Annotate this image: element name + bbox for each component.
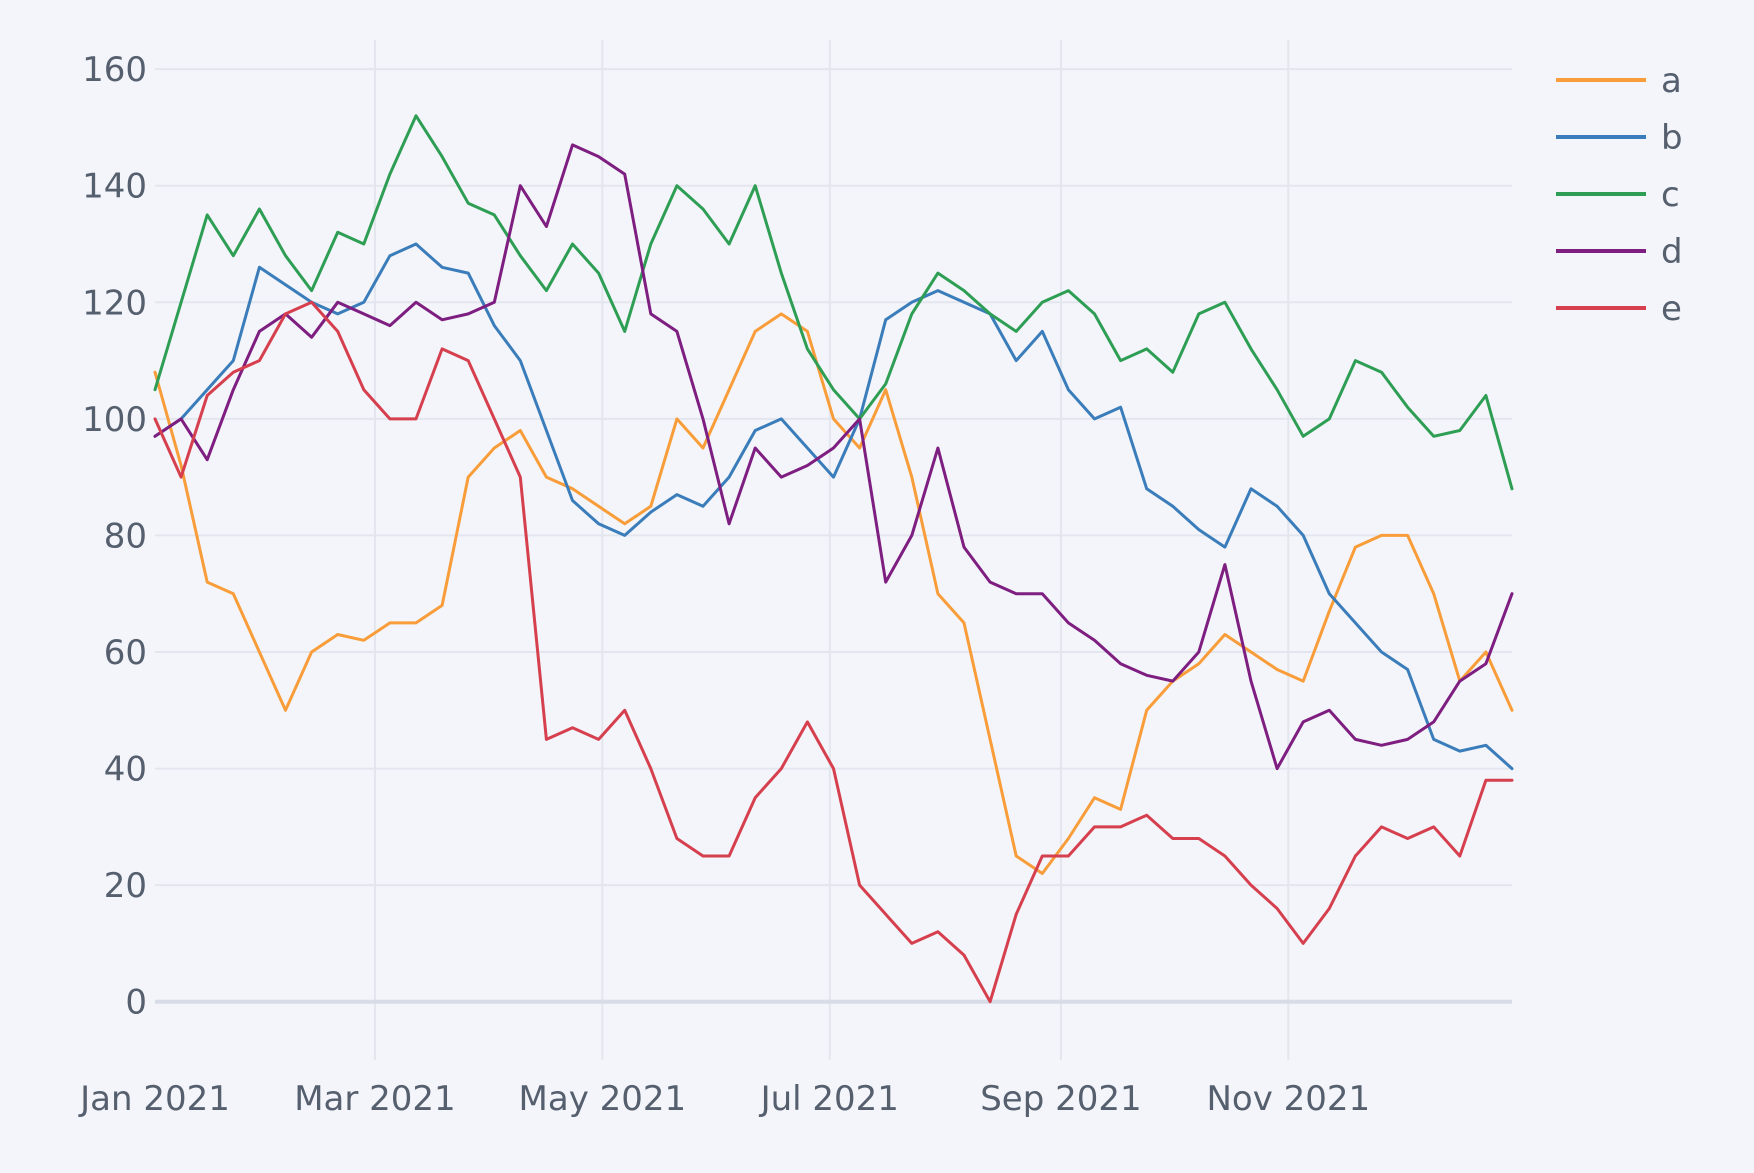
y-tick-label: 80 [104, 516, 147, 556]
y-tick-label: 40 [104, 750, 147, 790]
y-tick-label: 60 [104, 633, 147, 673]
series-line-a [153, 312, 1514, 875]
legend-label-b: b [1661, 118, 1683, 158]
y-tick-label: 140 [82, 167, 147, 207]
series-line-c [153, 114, 1514, 491]
x-tick-label: Jan 2021 [78, 1079, 230, 1119]
x-axis: Jan 2021 Mar 2021 May 2021 Jul 2021 Sep 2021… [78, 1079, 1370, 1119]
y-axis: 0 20 40 60 80 100 120 140 160 [82, 50, 147, 1023]
x-tick-label: May 2021 [519, 1079, 687, 1119]
legend-label-c: c [1661, 175, 1680, 215]
x-tick-label: Jul 2021 [759, 1079, 899, 1119]
x-tick-label: Mar 2021 [294, 1079, 455, 1119]
y-tick-label: 20 [104, 866, 147, 906]
series-line-b [153, 242, 1514, 771]
legend-label-a: a [1661, 61, 1682, 101]
x-tick-label: Nov 2021 [1206, 1079, 1370, 1119]
series-line-d [153, 143, 1514, 771]
x-tick-label: Sep 2021 [980, 1079, 1141, 1119]
y-tick-label: 160 [82, 50, 147, 90]
series-line-e [153, 300, 1514, 1004]
series-lines [153, 114, 1514, 1004]
y-tick-label: 0 [125, 983, 147, 1023]
legend-label-d: d [1661, 232, 1683, 272]
y-tick-label: 100 [82, 400, 147, 440]
legend-label-e: e [1661, 289, 1682, 329]
y-tick-label: 120 [82, 283, 147, 323]
